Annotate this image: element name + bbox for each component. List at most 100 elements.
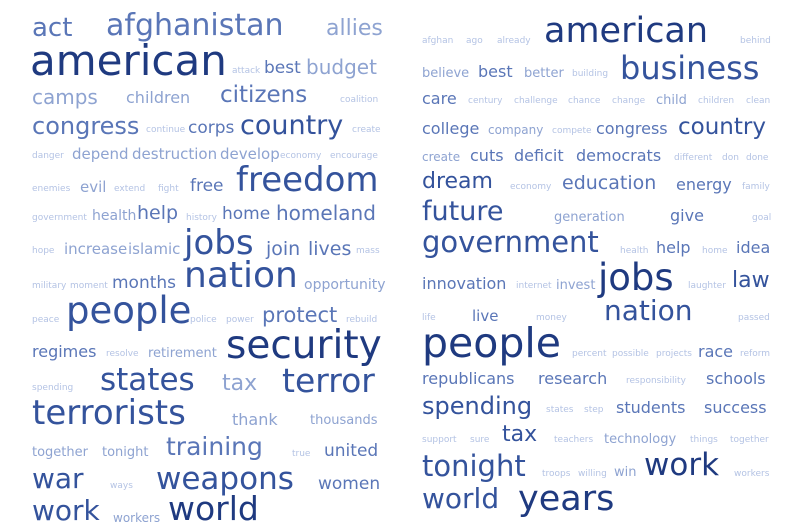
word-economy: economy: [510, 182, 552, 192]
word-depend: depend: [72, 145, 129, 163]
word-protect: protect: [262, 303, 338, 327]
word-allies: allies: [326, 16, 383, 41]
word-work: work: [644, 447, 720, 483]
word-republicans: republicans: [422, 369, 515, 388]
word-health: health: [620, 246, 649, 256]
word-better: better: [524, 66, 564, 81]
word-rebuild: rebuild: [346, 315, 378, 325]
word-create: create: [422, 150, 461, 164]
word-chance: chance: [568, 96, 601, 106]
word-care: care: [422, 89, 457, 108]
word-join: join: [266, 238, 301, 260]
word-century: century: [468, 96, 503, 106]
word-fight: fight: [158, 184, 179, 194]
word-percent: percent: [572, 349, 607, 359]
word-innovation: innovation: [422, 274, 507, 293]
word-states: states: [100, 362, 195, 398]
word-regimes: regimes: [32, 342, 97, 361]
word-best: best: [264, 58, 301, 78]
word-live: live: [472, 307, 499, 325]
word-government: government: [422, 225, 599, 259]
word-war: war: [32, 462, 84, 495]
word-students: students: [616, 398, 686, 417]
word-hope: hope: [32, 246, 55, 256]
word-coalition: coalition: [340, 95, 379, 105]
word-child: child: [656, 93, 687, 108]
word-money: money: [536, 313, 567, 323]
word-possible: possible: [612, 349, 649, 359]
word-democrats: democrats: [576, 146, 662, 165]
word-ago: ago: [466, 36, 483, 46]
word-months: months: [112, 273, 177, 293]
word-life: life: [422, 313, 436, 323]
word-security: security: [226, 323, 382, 368]
word-invest: invest: [556, 278, 596, 293]
word-together: together: [32, 445, 88, 460]
word-change: change: [612, 96, 646, 106]
word-afghan: afghan: [422, 36, 454, 46]
word-citizens: citizens: [220, 82, 308, 108]
word-together: together: [730, 435, 769, 445]
word-don: don: [722, 153, 739, 163]
word-deficit: deficit: [514, 146, 564, 165]
word-already: already: [497, 36, 531, 46]
word-people: people: [66, 289, 192, 332]
word-tonight: tonight: [422, 449, 526, 483]
word-children: children: [126, 88, 191, 107]
word-states: states: [546, 405, 574, 415]
word-create: create: [352, 125, 381, 135]
word-tax: tax: [222, 371, 258, 396]
word-terrorists: terrorists: [32, 393, 186, 433]
word-resolve: resolve: [106, 349, 139, 359]
word-sure: sure: [470, 435, 490, 445]
word-spending: spending: [422, 392, 533, 420]
word-schools: schools: [706, 369, 766, 388]
word-reform: reform: [740, 349, 771, 359]
word-generation: generation: [554, 210, 625, 225]
left-word-cloud: act afghanistan allies american attack b…: [30, 8, 386, 527]
word-weapons: weapons: [156, 461, 294, 497]
word-continue: continue: [146, 125, 186, 135]
word-peace: peace: [32, 315, 60, 325]
word-dream: dream: [422, 169, 493, 194]
word-workers: workers: [734, 469, 770, 479]
word-economy: economy: [280, 151, 322, 161]
word-win: win: [614, 465, 637, 480]
word-develop: develop: [220, 145, 280, 163]
word-workers: workers: [113, 511, 161, 525]
word-history: history: [186, 213, 217, 223]
word-laughter: laughter: [688, 281, 726, 291]
word-training: training: [166, 432, 263, 461]
word-behind: behind: [740, 36, 771, 46]
word-attack: attack: [232, 66, 261, 76]
word-support: support: [422, 435, 457, 445]
word-moment: moment: [70, 281, 108, 291]
word-corps: corps: [188, 118, 235, 138]
word-police: police: [190, 315, 217, 325]
word-responsibility: responsibility: [626, 376, 686, 386]
word-terror: terror: [282, 361, 375, 400]
word-health: health: [92, 208, 137, 224]
word-women: women: [318, 474, 381, 494]
word-different: different: [674, 153, 713, 163]
word-retirement: retirement: [148, 346, 217, 361]
word-destruction: destruction: [132, 145, 218, 163]
word-home: home: [702, 246, 728, 256]
word-education: education: [562, 172, 657, 194]
word-step: step: [584, 405, 604, 415]
word-work: work: [32, 494, 100, 527]
word-teachers: teachers: [554, 435, 594, 445]
word-college: college: [422, 119, 480, 138]
right-word-cloud: afghan ago already american behind belie…: [400, 0, 800, 530]
word-free: free: [190, 176, 224, 196]
word-afghanistan: afghanistan: [106, 8, 284, 43]
word-law: law: [732, 268, 770, 293]
word-cuts: cuts: [470, 146, 504, 165]
word-congress: congress: [32, 112, 140, 140]
word-homeland: homeland: [276, 201, 376, 225]
word-tonight: tonight: [102, 445, 149, 460]
word-opportunity: opportunity: [304, 277, 386, 293]
word-thousands: thousands: [310, 413, 378, 428]
word-building: building: [572, 69, 609, 79]
